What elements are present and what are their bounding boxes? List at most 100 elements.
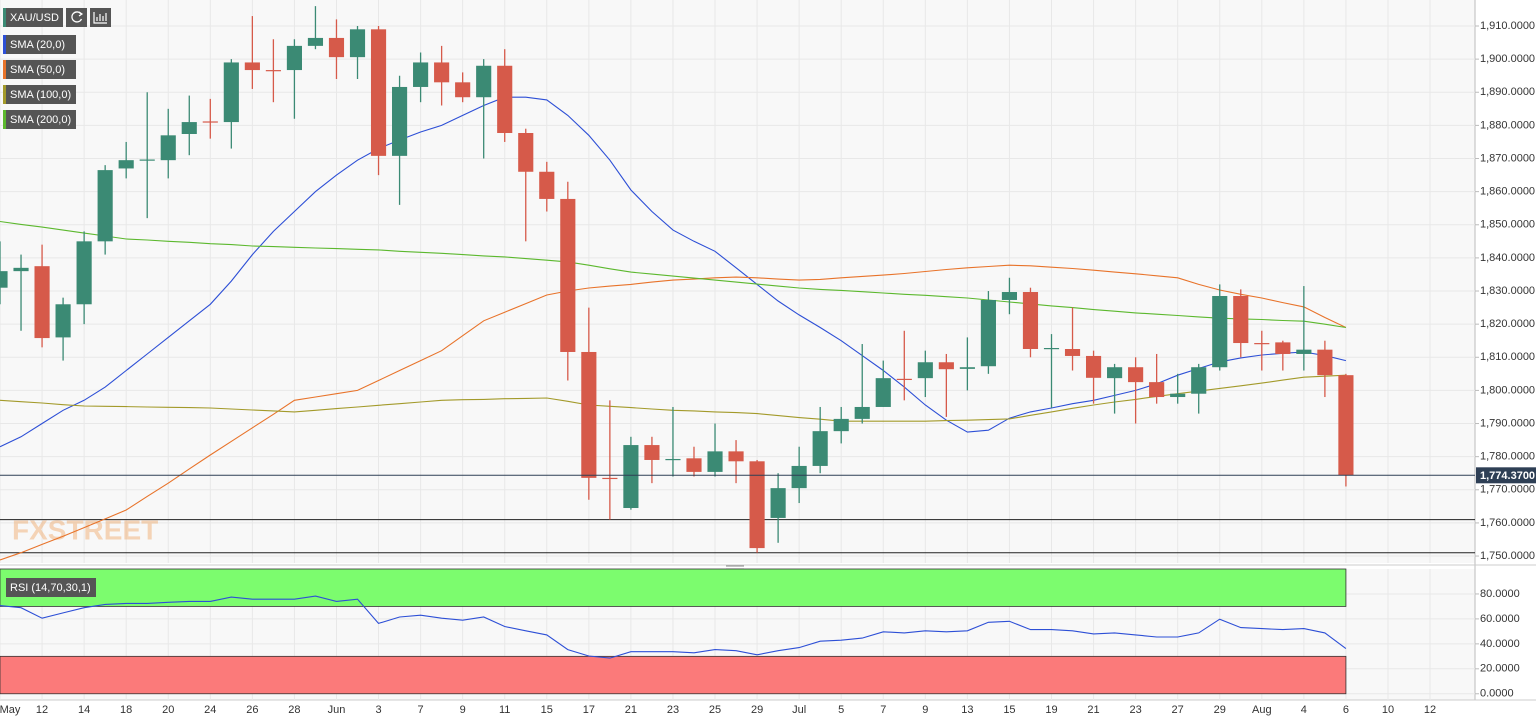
candle-body <box>13 267 29 272</box>
candle-body <box>602 477 618 480</box>
candle-body <box>97 170 113 242</box>
y-tick-label: 1,810.0000 <box>1480 351 1535 363</box>
refresh-button[interactable] <box>66 8 87 27</box>
candle-body <box>349 29 366 58</box>
candle-body <box>854 406 870 419</box>
x-tick-label: 14 <box>78 704 90 716</box>
refresh-arrow <box>78 11 84 17</box>
y-tick-label: 80.0000 <box>1480 588 1520 600</box>
x-tick-label: 3 <box>375 704 381 716</box>
candle-body <box>644 445 660 460</box>
y-tick-label: 1,870.0000 <box>1480 152 1535 164</box>
candle-body <box>665 458 681 461</box>
x-tick-label: 10 <box>1382 704 1394 716</box>
x-tick-label: 15 <box>541 704 553 716</box>
legend-label: RSI (14,70,30,1) <box>10 582 91 594</box>
x-tick-label: 7 <box>418 704 424 716</box>
candle-body <box>391 86 408 156</box>
x-tick-label: 23 <box>1129 704 1141 716</box>
y-tick-label: 1,750.0000 <box>1480 550 1535 562</box>
candle-body <box>1064 348 1081 356</box>
legend-swatch <box>3 35 6 54</box>
x-tick-label: 29 <box>751 704 763 716</box>
symbol-box[interactable] <box>3 8 63 27</box>
y-tick-label: 1,850.0000 <box>1480 219 1535 231</box>
candle-body <box>1254 343 1270 345</box>
candle-body <box>0 271 8 288</box>
grid <box>0 0 1475 700</box>
y-tick-label: 1,860.0000 <box>1480 186 1535 198</box>
candle-body <box>1317 349 1333 376</box>
y-tick-label: 60.0000 <box>1480 613 1520 625</box>
candle-body <box>328 37 345 58</box>
candle-body <box>455 82 471 98</box>
x-tick-label: 5 <box>838 704 844 716</box>
legend: XAU/USD SMA (20,0) SMA (50,0) SMA (100,0) S… <box>3 8 111 597</box>
y-tick-label: 0.0000 <box>1480 688 1514 700</box>
legend-box[interactable] <box>3 578 96 597</box>
x-tick-label: 21 <box>625 704 637 716</box>
candle-body <box>370 29 387 156</box>
candle-body <box>707 451 723 472</box>
legend-box[interactable] <box>3 35 76 54</box>
candle-body <box>434 62 450 83</box>
x-tick-label: 24 <box>204 704 216 716</box>
candle-body <box>1022 292 1039 349</box>
x-tick-label: 28 <box>288 704 300 716</box>
x-tick-label: 12 <box>1424 704 1436 716</box>
y-tick-label: 1,900.0000 <box>1480 53 1535 65</box>
candle-body <box>223 62 239 123</box>
candle-body <box>1275 342 1291 354</box>
y-tick-label: 20.0000 <box>1480 663 1520 675</box>
x-tick-label: 29 <box>1214 704 1226 716</box>
candle-body <box>181 122 197 135</box>
legend-box[interactable] <box>3 110 76 129</box>
symbol-label: XAU/USD <box>10 12 59 24</box>
rsi-zone <box>0 655 1347 695</box>
x-tick-label: 27 <box>1172 704 1184 716</box>
sma-line <box>0 96 1347 448</box>
symbol-stripe <box>3 8 6 27</box>
candle-body <box>1296 349 1312 354</box>
y-tick-label: 1,800.0000 <box>1480 384 1535 396</box>
legend-box[interactable] <box>3 60 76 79</box>
sma-line <box>0 264 1347 561</box>
y-tick-label: 1,790.0000 <box>1480 417 1535 429</box>
candle-body <box>1043 348 1060 350</box>
candle-body <box>476 65 492 98</box>
x-tick-label: May <box>0 704 21 716</box>
sma-line <box>0 220 1346 329</box>
y-tick-label: 1,830.0000 <box>1480 285 1535 297</box>
y-tick-label: 1,820.0000 <box>1480 318 1535 330</box>
candle-body <box>202 121 218 123</box>
candle-body <box>917 362 933 379</box>
legend-label: SMA (20,0) <box>10 39 65 51</box>
x-tick-label: Jun <box>328 704 346 716</box>
candle-body <box>959 367 975 369</box>
candle-body <box>1191 367 1207 394</box>
candle-body <box>770 488 786 518</box>
candle-body <box>1233 295 1249 344</box>
legend-swatch <box>3 110 6 129</box>
legend-label: SMA (50,0) <box>10 64 65 76</box>
legend-box[interactable] <box>3 85 76 104</box>
candle-body <box>896 378 912 381</box>
candle-body <box>265 70 281 72</box>
x-tick-label: 20 <box>162 704 174 716</box>
candle-body <box>139 159 155 161</box>
candle-body <box>1149 382 1165 398</box>
x-tick-label: 18 <box>120 704 132 716</box>
candle-body <box>55 304 71 338</box>
candle-body <box>1212 295 1228 368</box>
rsi-line <box>0 595 1347 659</box>
candle-body <box>286 45 302 71</box>
candle-body <box>1107 367 1123 379</box>
candle-body <box>307 37 324 46</box>
bars-icon <box>93 12 107 24</box>
x-tick-label: 15 <box>1003 704 1015 716</box>
y-tick-label: 1,890.0000 <box>1480 86 1535 98</box>
candle-body <box>413 62 429 87</box>
candle-body <box>980 299 996 367</box>
x-tick-label: 17 <box>583 704 595 716</box>
